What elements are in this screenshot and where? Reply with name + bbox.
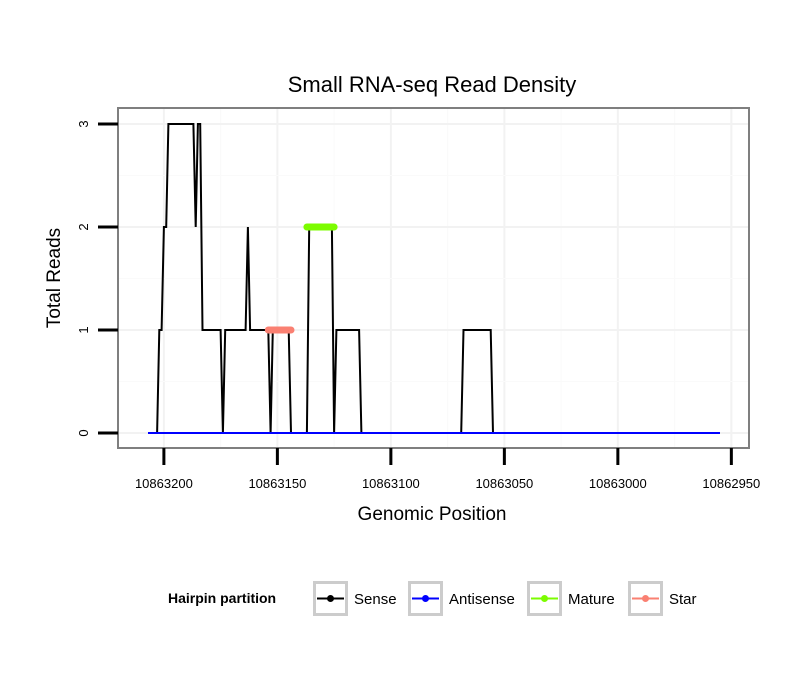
series-sense-line xyxy=(148,123,720,434)
x-tick-label: 10863100 xyxy=(362,476,420,491)
legend-sense-label: Sense xyxy=(354,591,397,608)
legend-mature-key-point xyxy=(541,595,548,602)
y-tick-label: 0 xyxy=(76,429,91,436)
legend-antisense-label: Antisense xyxy=(449,591,515,608)
legend-star-key-point xyxy=(642,595,649,602)
x-tick-label: 10862950 xyxy=(702,476,760,491)
y-tick-label: 3 xyxy=(76,120,91,127)
x-axis-title: Genomic Position xyxy=(358,504,507,525)
legend-star-label: Star xyxy=(669,591,697,608)
legend-sense-key-point xyxy=(327,595,334,602)
chart-title: Small RNA-seq Read Density xyxy=(288,72,577,97)
x-tick-label: 10863200 xyxy=(135,476,193,491)
series-layer xyxy=(148,123,720,434)
x-tick-label: 10863000 xyxy=(589,476,647,491)
x-tick-label: 10863150 xyxy=(248,476,306,491)
legend-mature-label: Mature xyxy=(568,591,615,608)
y-tick-label: 2 xyxy=(76,223,91,230)
y-tick-label: 1 xyxy=(76,326,91,333)
y-axis-title: Total Reads xyxy=(44,228,65,328)
legend-title: Hairpin partition xyxy=(168,590,276,606)
legend-antisense-key-point xyxy=(422,595,429,602)
x-tick-label: 10863050 xyxy=(475,476,533,491)
grid-lines xyxy=(119,109,748,447)
legend: Hairpin partition Sense Antisense Mature St… xyxy=(168,581,697,616)
axes-layer: 10863200 10863150 10863100 10863050 10863000… xyxy=(76,120,760,491)
